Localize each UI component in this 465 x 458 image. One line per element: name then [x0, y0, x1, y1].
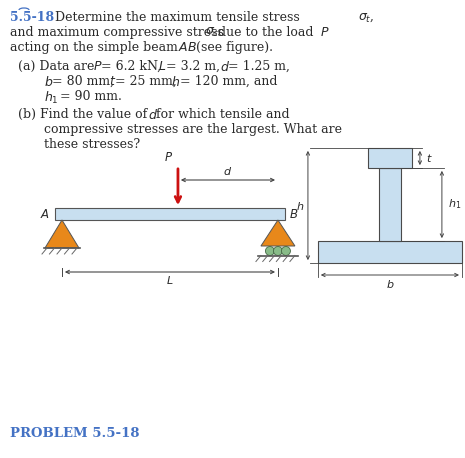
- Text: $P$: $P$: [164, 151, 173, 164]
- Bar: [55, 208, 285, 220]
- Bar: [318, 241, 462, 263]
- Text: (b) Find the value of: (b) Find the value of: [18, 108, 147, 121]
- Circle shape: [273, 246, 282, 256]
- Circle shape: [281, 246, 291, 256]
- Text: = 3.2 m,: = 3.2 m,: [166, 60, 220, 73]
- Text: $h$: $h$: [296, 200, 304, 212]
- Text: = 6.2 kN,: = 6.2 kN,: [101, 60, 161, 73]
- Text: and maximum compressive stress: and maximum compressive stress: [10, 26, 224, 39]
- Text: = 90 mm.: = 90 mm.: [60, 90, 122, 103]
- Text: $B$: $B$: [289, 207, 298, 220]
- Polygon shape: [261, 220, 295, 246]
- Text: = 80 mm,: = 80 mm,: [52, 75, 114, 88]
- Text: $P$: $P$: [93, 60, 102, 73]
- Text: for which tensile and: for which tensile and: [156, 108, 290, 121]
- Text: these stresses?: these stresses?: [44, 138, 140, 151]
- Text: $P$: $P$: [320, 26, 329, 39]
- Text: $b$: $b$: [385, 278, 394, 290]
- Text: compressive stresses are the largest. What are: compressive stresses are the largest. Wh…: [44, 123, 342, 136]
- Circle shape: [266, 246, 274, 256]
- Text: $\sigma_t$,: $\sigma_t$,: [358, 11, 374, 24]
- Text: PROBLEM 5.5-18: PROBLEM 5.5-18: [10, 427, 139, 440]
- Text: = 1.25 m,: = 1.25 m,: [228, 60, 290, 73]
- Bar: [379, 168, 401, 241]
- Text: $d$: $d$: [223, 165, 232, 177]
- Text: (a) Data are: (a) Data are: [18, 60, 94, 73]
- Text: $t$: $t$: [426, 152, 432, 164]
- Text: $\sigma_c$: $\sigma_c$: [205, 26, 219, 39]
- Text: = 120 mm, and: = 120 mm, and: [180, 75, 278, 88]
- Text: $L$: $L$: [158, 60, 166, 73]
- Text: $A$: $A$: [40, 207, 50, 220]
- Polygon shape: [45, 220, 79, 248]
- Text: $b$: $b$: [44, 75, 53, 89]
- Text: Determine the maximum tensile stress: Determine the maximum tensile stress: [55, 11, 300, 24]
- Text: $AB$: $AB$: [178, 41, 197, 54]
- Text: $t$: $t$: [109, 75, 116, 88]
- Text: $L$: $L$: [166, 274, 174, 286]
- Text: $d$: $d$: [220, 60, 230, 74]
- Text: due to the load: due to the load: [218, 26, 313, 39]
- Text: = 25 mm,: = 25 mm,: [115, 75, 177, 88]
- Text: $h$: $h$: [171, 75, 180, 89]
- Text: acting on the simple beam: acting on the simple beam: [10, 41, 178, 54]
- Text: 5.5-18: 5.5-18: [10, 11, 54, 24]
- Text: $h_1$: $h_1$: [44, 90, 59, 106]
- Text: (see figure).: (see figure).: [196, 41, 273, 54]
- Text: $h_1$: $h_1$: [448, 197, 461, 212]
- Text: $d$: $d$: [148, 108, 158, 122]
- Bar: [368, 148, 412, 168]
